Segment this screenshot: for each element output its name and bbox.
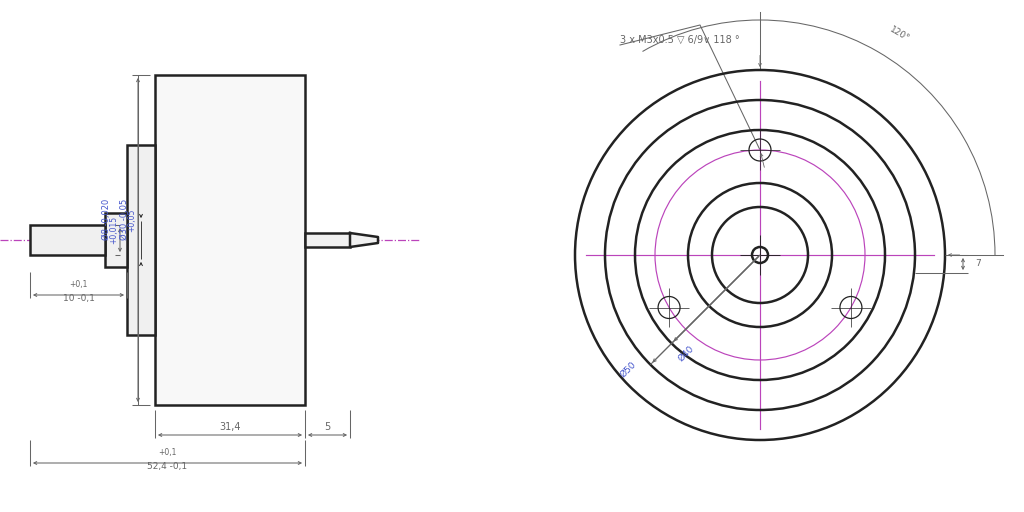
Bar	[105, 213, 127, 267]
Text: +0,015: +0,015	[110, 216, 119, 244]
Text: 7: 7	[975, 260, 981, 268]
Text: 52,4 -0,1: 52,4 -0,1	[147, 461, 187, 471]
Text: Ø40: Ø40	[677, 344, 696, 364]
Text: Ø50: Ø50	[618, 360, 638, 379]
Text: +0,1: +0,1	[70, 281, 88, 289]
Text: 5: 5	[325, 422, 331, 432]
Bar	[30, 225, 105, 255]
Text: Ø8 -0,020: Ø8 -0,020	[102, 199, 112, 240]
Text: +0,05: +0,05	[128, 208, 136, 232]
Bar	[127, 145, 155, 335]
Text: 120°: 120°	[888, 25, 910, 44]
Text: +0,1: +0,1	[159, 449, 177, 458]
Polygon shape	[350, 233, 378, 247]
Bar	[305, 233, 350, 247]
Text: Ø30 -0,05: Ø30 -0,05	[121, 199, 129, 240]
Text: 10 -0,1: 10 -0,1	[62, 293, 94, 303]
Bar	[155, 75, 305, 405]
Text: 3 x M3x0.5 ▽ 6/9∨ 118 °: 3 x M3x0.5 ▽ 6/9∨ 118 °	[620, 35, 739, 45]
Text: 31,4: 31,4	[219, 422, 241, 432]
